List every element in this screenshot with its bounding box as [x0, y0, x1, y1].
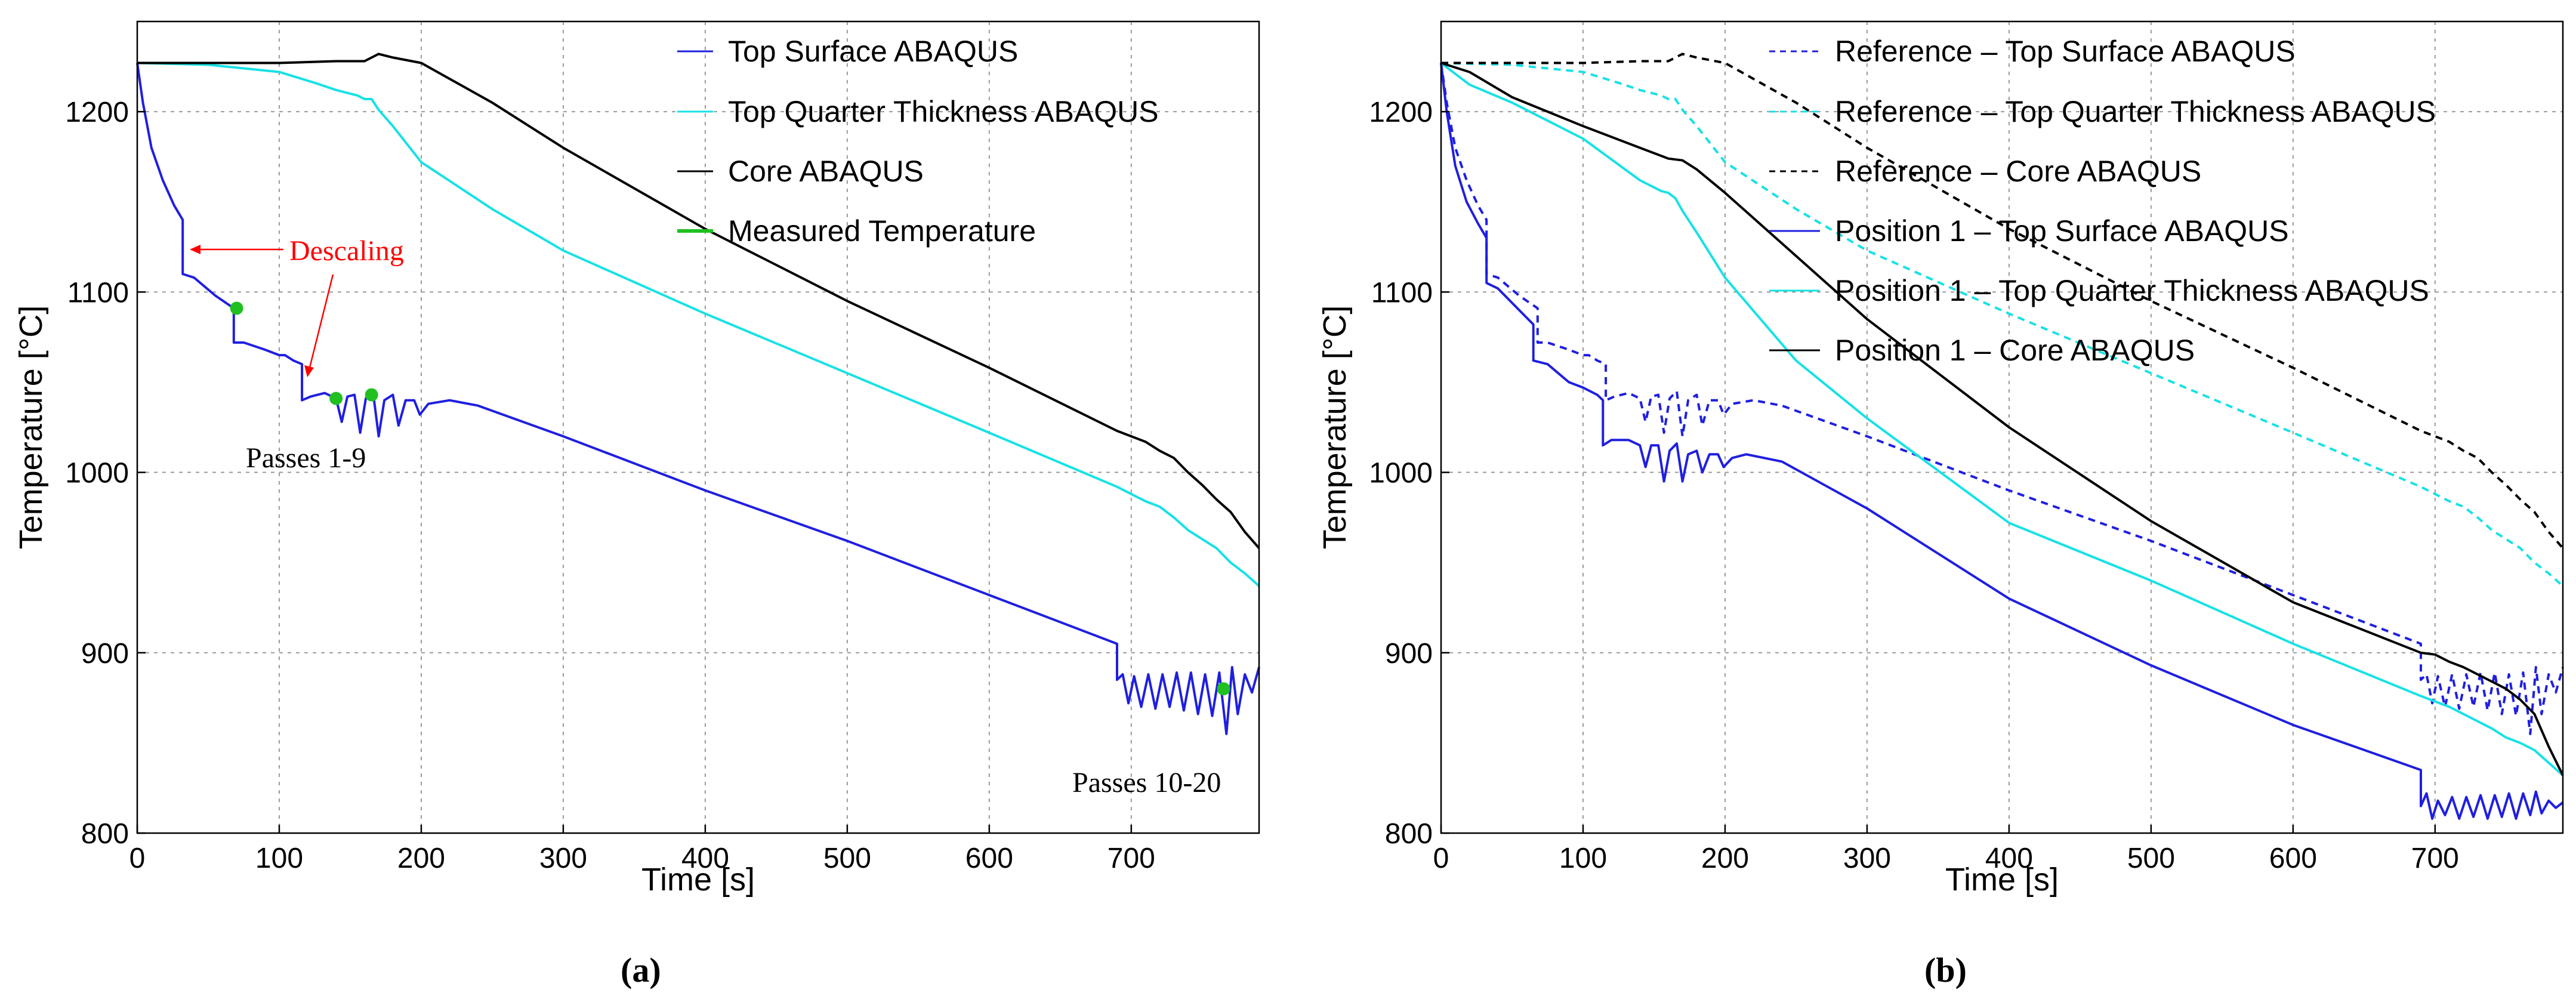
panel-a-tick-label-x-200: 200 [397, 843, 445, 874]
panel-b-legend-label-pos1-core: Position 1 – Core ABAQUS [1835, 334, 2195, 367]
panel-a-legend-label-top-quarter: Top Quarter Thickness ABAQUS [728, 95, 1159, 128]
panel-b-tick-label-x-400: 400 [1985, 843, 2033, 874]
panel-b-tick-label-y-1200: 1200 [1369, 97, 1433, 128]
panel-b-tick-label-y-900: 900 [1385, 638, 1433, 670]
panel-b-legend: Reference – Top Surface ABAQUS Reference… [1769, 35, 2436, 367]
descaling-arrow-1-head [190, 245, 200, 254]
panel-a-tick-label-y-1200: 1200 [65, 97, 129, 128]
panel-b-plot-frame [1440, 20, 2564, 834]
panel-a-series-line-0 [136, 63, 1260, 735]
panel-b-y-axis-label: Temperature [°C] [1317, 306, 1353, 550]
panel-b-tick-label-x-700: 700 [2411, 843, 2459, 874]
panel-a-tick-label-x-700: 700 [1107, 843, 1155, 874]
panel-a-grid [137, 21, 1259, 834]
measured-temperature-point-3 [1217, 682, 1230, 696]
measured-temperature-point-2 [365, 388, 378, 402]
panel-b-series-line-4 [1440, 61, 2564, 776]
panel-a-x-ticks: 0 100 200 300 400 500 600 700 [129, 825, 1155, 874]
measured-temperature-point-1 [329, 391, 343, 405]
panel-b: 0 100 200 300 400 500 600 700 800 900 1000 1100 120… [1317, 20, 2564, 989]
panel-a-caption: (a) [621, 951, 661, 989]
panel-a-tick-label-y-1100: 1100 [67, 277, 129, 309]
measured-temperature-point-0 [230, 301, 243, 315]
panel-b-legend-label-ref-core: Reference – Core ABAQUS [1835, 155, 2201, 188]
panel-b-legend-label-pos1-top-quarter: Position 1 – Top Quarter Thickness ABAQU… [1835, 274, 2429, 307]
panel-b-grid [1441, 21, 2563, 834]
panel-b-tick-label-y-1100: 1100 [1371, 277, 1433, 309]
panel-a-legend: Top Surface ABAQUS Top Quarter Thickness… [677, 35, 1159, 248]
panel-a-plot-frame [136, 20, 1260, 834]
panel-a-tick-label-x-0: 0 [129, 843, 146, 874]
panel-b-tick-label-x-100: 100 [1559, 843, 1607, 874]
panel-a-y-ticks: 800 900 1000 1100 1200 [65, 97, 146, 850]
panel-a-legend-label-measured: Measured Temperature [728, 214, 1036, 248]
panel-b-series-line-3 [1440, 63, 2564, 820]
panel-a-legend-label-top-surface: Top Surface ABAQUS [728, 35, 1018, 68]
panel-b-legend-label-pos1-top-surface: Position 1 – Top Surface ABAQUS [1835, 214, 2289, 248]
panel-b-series-line-0 [1440, 63, 2564, 735]
descaling-arrow-2 [308, 274, 334, 371]
panel-b-tick-label-y-800: 800 [1385, 818, 1433, 850]
panel-b-y-ticks: 800 900 1000 1100 1200 [1369, 97, 1449, 850]
panel-a-tick-label-x-400: 400 [681, 843, 729, 874]
panel-b-series [1440, 53, 2564, 820]
passes-10-20-annotation: Passes 10-20 [1072, 767, 1221, 798]
panel-b-series-line-1 [1440, 61, 2564, 587]
panel-b-tick-label-x-600: 600 [2269, 843, 2317, 874]
panel-b-caption: (b) [1924, 951, 1967, 989]
panel-a-x-axis-label: Time [s] [641, 862, 755, 898]
descaling-annotation: Descaling [289, 235, 404, 267]
panel-b-series-line-5 [1440, 61, 2564, 776]
panel-a-tick-label-y-900: 900 [81, 638, 129, 670]
descaling-arrow-2-head [304, 365, 314, 377]
panel-a-tick-label-y-800: 800 [81, 818, 129, 850]
panel-a-series [136, 53, 1260, 735]
panel-a-tick-label-x-500: 500 [823, 843, 871, 874]
panel-a-tick-label-x-300: 300 [539, 843, 587, 874]
panel-b-series-line-2 [1441, 53, 2564, 549]
passes-1-9-annotation: Passes 1-9 [246, 442, 366, 474]
panel-b-tick-label-y-1000: 1000 [1369, 458, 1433, 489]
panel-b-tick-label-x-0: 0 [1433, 843, 1449, 874]
panel-a-series-line-1 [137, 61, 1260, 587]
panel-a: 0 100 200 300 400 500 600 700 800 900 1000 1100 120… [13, 20, 1260, 989]
panel-a-tick-label-x-600: 600 [965, 843, 1013, 874]
panel-a-legend-label-core: Core ABAQUS [728, 155, 924, 188]
panel-b-tick-label-x-300: 300 [1843, 843, 1891, 874]
panel-a-tick-label-x-100: 100 [255, 843, 303, 874]
panel-b-tick-label-x-200: 200 [1701, 843, 1749, 874]
panel-b-tick-label-x-500: 500 [2127, 843, 2175, 874]
panel-a-tick-label-y-1000: 1000 [65, 458, 129, 489]
panel-b-x-axis-label: Time [s] [1945, 862, 2059, 898]
panel-a-measured-points [230, 301, 1230, 696]
panel-a-annotations: Descaling Passes 1-9 Passes 10-20 [190, 235, 1221, 798]
panel-a-y-axis-label: Temperature [°C] [13, 306, 49, 550]
panel-b-legend-label-ref-top-surface: Reference – Top Surface ABAQUS [1835, 35, 2296, 68]
panel-b-x-ticks: 0 100 200 300 400 500 600 700 [1433, 825, 2459, 874]
panel-b-legend-label-ref-top-quarter: Reference – Top Quarter Thickness ABAQUS [1835, 95, 2436, 128]
panel-a-series-line-2 [137, 53, 1260, 549]
